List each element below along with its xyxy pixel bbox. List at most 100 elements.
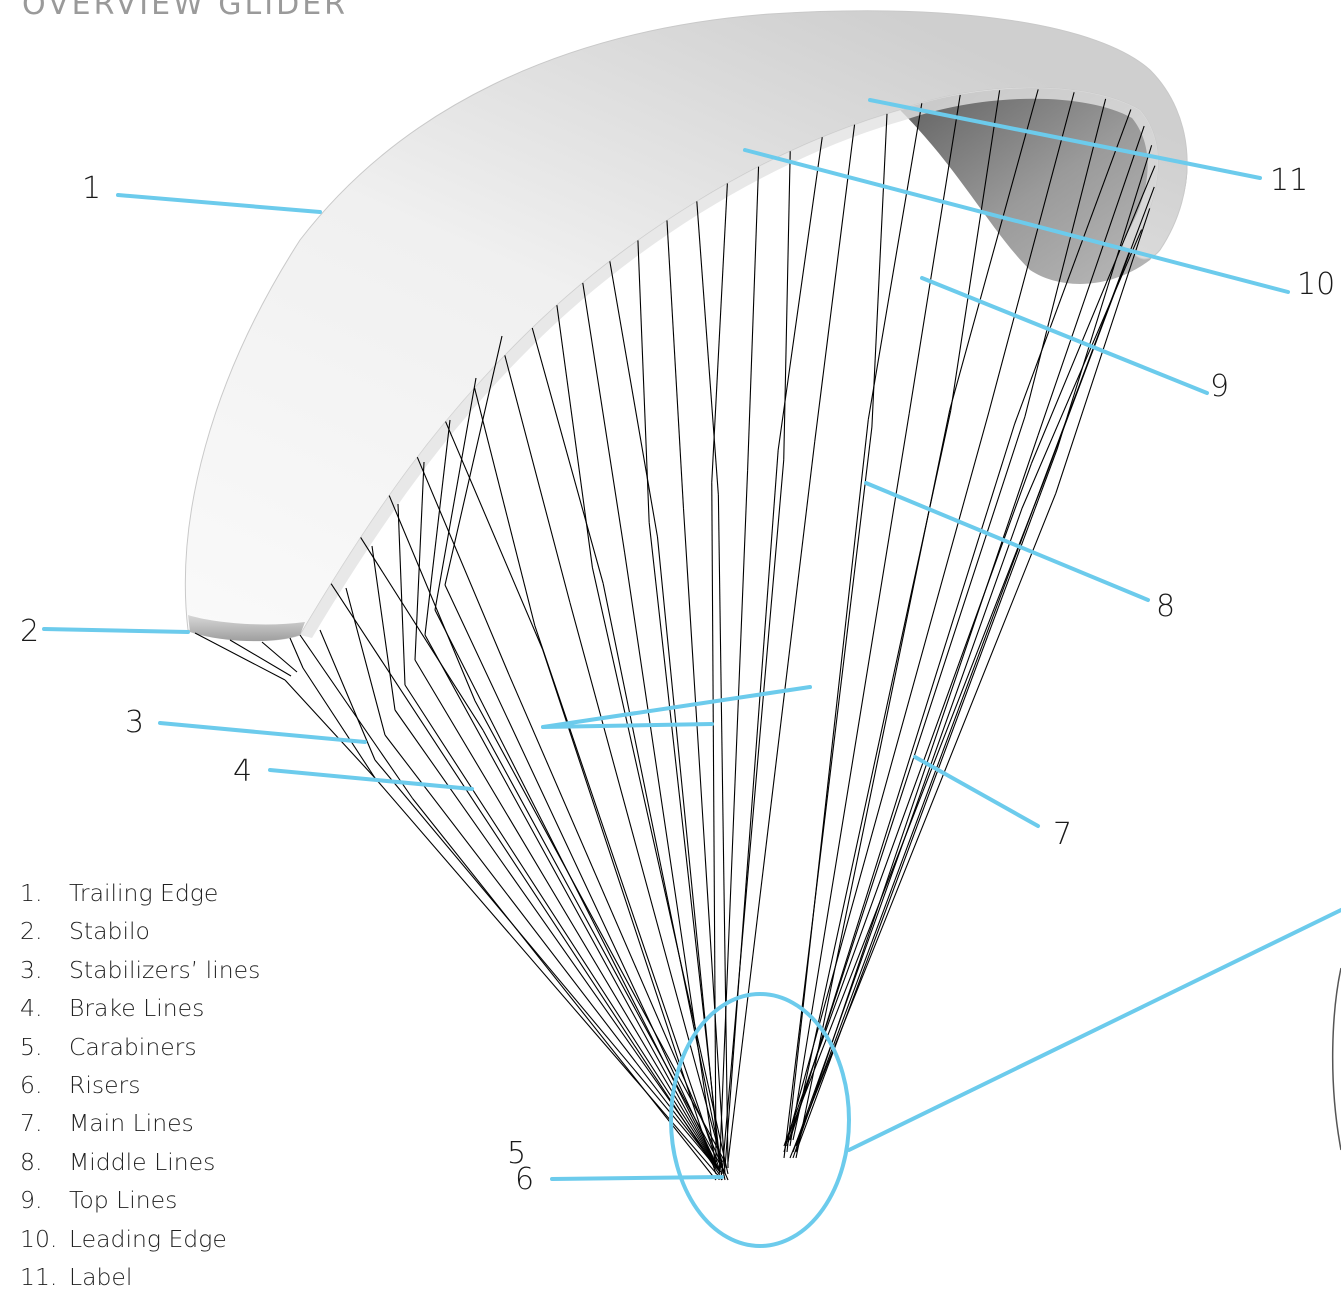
stabilizer-line <box>289 637 304 669</box>
main-line <box>717 494 729 1169</box>
top-line <box>504 355 571 603</box>
top-line <box>582 282 626 553</box>
brake-line <box>444 584 721 1173</box>
legend-item: 3. Stabilizers’ lines <box>20 951 260 989</box>
legend-item-number: 8. <box>20 1147 43 1176</box>
legend-item: 6. Risers <box>20 1066 260 1104</box>
callout-line-3 <box>158 721 367 744</box>
callout-number-11: 11 <box>1270 163 1308 198</box>
callout-line-11 <box>868 98 1262 180</box>
legend-item-label: Main Lines <box>69 1109 194 1138</box>
detail-view-arc <box>1331 967 1341 1151</box>
top-line <box>1027 249 1131 523</box>
brake-line <box>444 335 503 586</box>
main-line <box>786 478 1046 1141</box>
main-line <box>783 411 990 1153</box>
top-line <box>988 92 1075 413</box>
legend-item-number: 2. <box>20 917 43 946</box>
callout-number-8: 8 <box>1156 589 1175 624</box>
brake-line <box>434 377 477 611</box>
main-line <box>789 413 910 1147</box>
brake-line <box>319 629 376 761</box>
callout-number-7: 7 <box>1053 817 1072 852</box>
main-line <box>789 423 1016 1141</box>
main-line <box>541 648 717 1175</box>
brake-line <box>424 634 721 1173</box>
main-line <box>412 798 717 1181</box>
legend-item: 5. Carabiners <box>20 1028 260 1066</box>
legend-item-number: 11. <box>20 1262 58 1291</box>
main-line <box>624 551 717 1169</box>
top-line <box>1030 165 1156 464</box>
brake-line <box>374 777 723 1181</box>
legend-item-label: Stabilo <box>69 917 150 946</box>
brake-line <box>414 461 425 661</box>
main-line <box>783 463 1032 1147</box>
callout-number-1: 1 <box>82 171 101 206</box>
legend-list: 1. Trailing Edge 2. Stabilo 3. Stabilizers’… <box>20 874 260 1296</box>
top-line <box>777 137 823 451</box>
main-line <box>474 700 726 1163</box>
legend-item-number: 6. <box>20 1070 43 1099</box>
top-line <box>556 305 593 568</box>
top-line <box>1037 125 1145 436</box>
brake-line <box>404 684 721 1173</box>
main-line <box>724 450 779 1169</box>
top-line <box>871 113 888 428</box>
main-line <box>648 522 723 1181</box>
top-line <box>711 183 728 483</box>
legend-item-number: 9. <box>20 1186 43 1215</box>
callout-number-10: 10 <box>1297 267 1335 302</box>
callout-line-10 <box>743 148 1290 294</box>
main-line <box>783 427 873 1159</box>
legend-item-label: Label <box>69 1262 133 1291</box>
top-line <box>666 220 685 509</box>
canopy-inner-surface <box>900 87 1188 284</box>
legend-item-label: Risers <box>69 1070 141 1099</box>
brake-line <box>424 419 451 636</box>
stabilizer-line <box>302 667 376 779</box>
legend-item-number: 4. <box>20 994 43 1023</box>
brake-line <box>371 545 396 711</box>
callout-lines <box>42 98 1341 1181</box>
page-title: OVERVIEW GLIDER <box>22 0 348 22</box>
top-line <box>1021 229 1143 509</box>
legend-item: 8. Middle Lines <box>20 1143 260 1181</box>
main-line <box>795 448 1058 1153</box>
top-line <box>609 261 659 538</box>
legend-item: 9. Top Lines <box>20 1181 260 1219</box>
legend-item: 1. Trailing Edge <box>20 874 260 912</box>
legend-item-label: Top Lines <box>69 1186 178 1215</box>
callout-line-8 <box>864 481 1150 602</box>
brake-line <box>414 659 721 1173</box>
callout-number-2: 2 <box>20 614 39 649</box>
main-line <box>482 729 723 1169</box>
top-line <box>1056 145 1153 450</box>
legend-item-number: 5. <box>20 1032 43 1061</box>
callout-number-5: 5 <box>507 1136 526 1171</box>
callout-number-4: 4 <box>233 754 252 789</box>
legend-item-label: Brake Lines <box>69 994 205 1023</box>
callout-number-9: 9 <box>1210 369 1229 404</box>
top-line <box>531 327 604 584</box>
legend-item-number: 7. <box>20 1109 43 1138</box>
callout-number-3: 3 <box>125 705 144 740</box>
top-line <box>696 201 719 496</box>
callout-line-1 <box>116 193 322 214</box>
top-line <box>867 103 923 420</box>
stabilizer-line <box>284 679 376 779</box>
top-line <box>637 240 650 523</box>
callout-line-6 <box>550 1175 724 1181</box>
main-line <box>569 602 723 1163</box>
main-line <box>789 493 1057 1159</box>
main-line <box>602 583 726 1181</box>
legend-item: 4. Brake Lines <box>20 989 260 1027</box>
stabilo <box>188 615 305 642</box>
legend-item: 10. Leading Edge <box>20 1220 260 1258</box>
top-line <box>388 495 476 702</box>
main-line <box>447 762 720 1175</box>
legend-item-label: Leading Edge <box>69 1224 227 1253</box>
brake-line <box>397 503 406 686</box>
main-line <box>795 522 1029 1147</box>
top-line <box>474 387 536 626</box>
